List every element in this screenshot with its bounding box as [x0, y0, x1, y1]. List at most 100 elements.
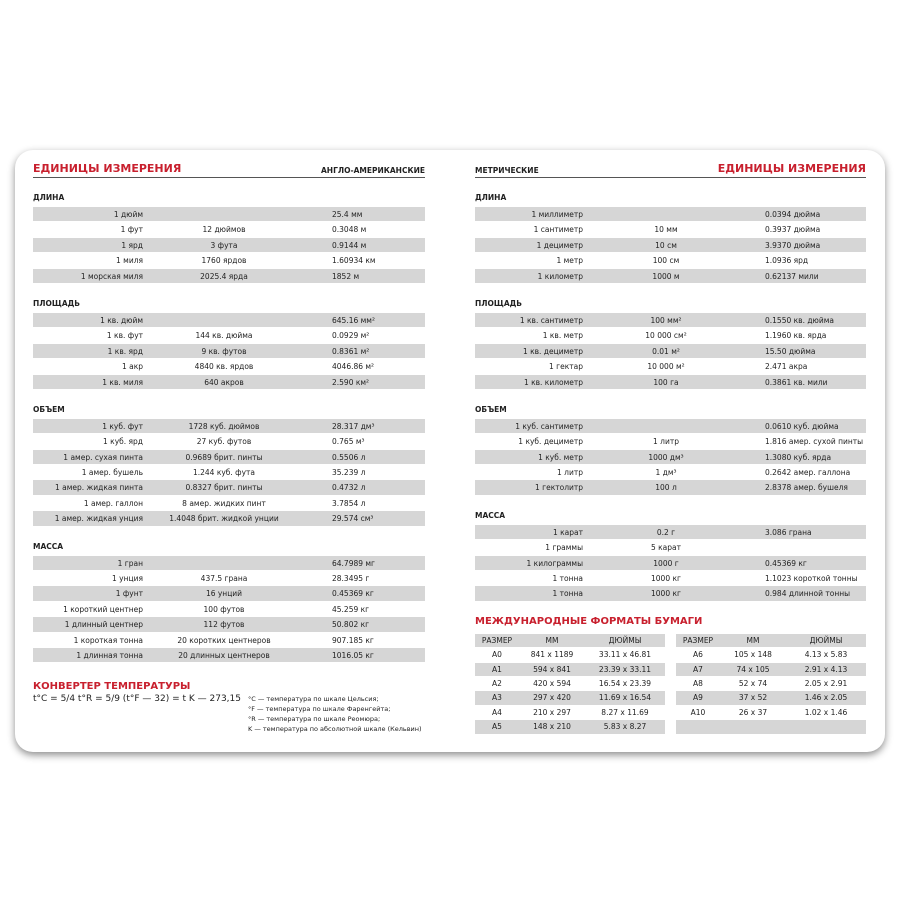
- table-row: 1 метр 100 см 1.0936 ярд: [475, 253, 866, 269]
- table-cell: 4046.86 м²: [332, 362, 375, 372]
- table-cell: 50.802 кг: [332, 620, 370, 630]
- paper-header-cell: РАЗМЕР: [481, 635, 513, 645]
- table-cell: 1 дюйм: [113, 210, 143, 219]
- table-row: 1 кв. миля 640 акров 2.590 км²: [33, 374, 425, 390]
- table-row: 1 километр 1000 м 0.62137 мили: [475, 268, 866, 284]
- table-cell: 1.4048 брит. жидкой унции: [169, 514, 279, 524]
- table-cell: 1.1960 кв. ярда: [765, 331, 827, 341]
- table-row: 1 акр 4840 кв. ярдов 4046.86 м²: [33, 359, 425, 375]
- table-cell: 1 километр: [537, 271, 583, 281]
- table-cell: 1 гектар: [549, 362, 583, 372]
- table-row: 1 сантиметр 10 мм 0.3937 дюйма: [475, 222, 866, 238]
- table-cell: 35.239 л: [332, 468, 366, 478]
- table-row: 1 амер. жидкая унция 1.4048 брит. жидкой …: [33, 511, 425, 527]
- table-cell: 0.2 г: [656, 527, 676, 537]
- section: ОБЪЕМ 1 куб. фут 1728 куб. дюймов 28.317 дм…: [33, 401, 425, 527]
- paper-cell: 8.27 x 11.69: [601, 707, 649, 717]
- right-page: МЕТРИЧЕСКИЕ ЕДИНИЦЫ ИЗМЕРЕНИЯ ДЛИНА 1 мил…: [475, 157, 866, 735]
- table-row: 1 фут 12 дюймов 0.3048 м: [33, 222, 425, 238]
- section: ДЛИНА 1 миллиметр 0.0394 дюйма 1 сантиметр 1…: [475, 189, 866, 284]
- table-row: 1 морская миля 2025.4 ярда 1852 м: [33, 268, 425, 284]
- table-cell: 1 литр: [557, 468, 583, 478]
- page-subtitle: МЕТРИЧЕСКИЕ: [475, 166, 539, 175]
- paper-cell: 33.11 x 46.81: [598, 650, 652, 660]
- table-cell: 3 фута: [210, 240, 238, 250]
- table-cell: 1 морская миля: [80, 271, 143, 281]
- table-cell: 1.1023 короткой тонны: [765, 574, 858, 584]
- paper-cell: 52 x 74: [738, 678, 768, 688]
- paper-cell: 1.02 x 1.46: [804, 707, 848, 717]
- table-cell: 1852 м: [332, 271, 360, 281]
- table-cell: 645.16 мм²: [332, 315, 375, 325]
- paper-cell: 1.46 x 2.05: [804, 693, 848, 703]
- converter-notes: °C — температура по шкале Цельсия; °F — т…: [248, 694, 422, 734]
- table-cell: 437.5 грана: [200, 574, 248, 584]
- table-cell: 16 унций: [205, 589, 243, 599]
- sections: ДЛИНА 1 миллиметр 0.0394 дюйма 1 сантиметр 1…: [475, 189, 866, 602]
- table-cell: 1 дм³: [655, 468, 677, 478]
- table-row: 1 ярд 3 фута 0.9144 м: [33, 237, 425, 254]
- paper-cell: 420 x 594: [533, 678, 571, 688]
- table-cell: 1.816 амер. сухой пинты: [765, 437, 864, 447]
- section: ОБЪЕМ 1 куб. сантиметр 0.0610 куб. дюйма 1 …: [475, 401, 866, 496]
- table-cell: 0.62137 мили: [765, 271, 819, 281]
- paper-row: A0 841 x 1189 33.11 x 46.81: [475, 648, 665, 663]
- table-row: 1 длинная тонна 20 длинных центнеров 1016.…: [33, 647, 425, 664]
- paper-row: A2 420 x 594 16.54 x 23.39: [475, 677, 665, 692]
- table-cell: 1728 куб. дюймов: [188, 421, 260, 431]
- table-cell: 100 га: [653, 377, 679, 387]
- table-cell: 0.1550 кв. дюйма: [765, 315, 834, 325]
- section: ПЛОЩАДЬ 1 кв. сантиметр 100 мм² 0.1550 кв. …: [475, 295, 866, 390]
- table-row: 1 длинный центнер 112 футов 50.802 кг: [33, 617, 425, 633]
- table-cell: 20 длинных центнеров: [178, 650, 270, 660]
- table-row: 1 тонна 1000 кг 0.984 длинной тонны: [475, 586, 866, 602]
- section-title: ДЛИНА: [475, 193, 507, 202]
- table-cell: 4840 кв. ярдов: [194, 362, 254, 372]
- table-cell: 1 тонна: [552, 589, 583, 599]
- table-cell: 1 дециметр: [536, 240, 583, 250]
- paper-row: A7 74 x 105 2.91 x 4.13: [676, 662, 866, 677]
- paper-table: РАЗМЕР ММ ДЮЙМЫ A6 105 x 148 4.13 x 5.83 A7 74 …: [676, 633, 866, 735]
- paper-cell: A1: [492, 664, 502, 674]
- table-cell: 9 кв. футов: [201, 346, 247, 356]
- paper-row: A4 210 x 297 8.27 x 11.69: [475, 706, 665, 721]
- paper-header-cell: ДЮЙМЫ: [608, 635, 642, 645]
- table-cell: 64.7989 мг: [332, 558, 375, 568]
- paper-cell: A5: [492, 722, 502, 732]
- table-cell: 0.0394 дюйма: [765, 210, 821, 219]
- table-cell: 1 короткая тонна: [73, 635, 143, 645]
- table-row: 1 кв. метр 10 000 см² 1.1960 кв. ярда: [475, 328, 866, 344]
- table-cell: 1 тонна: [552, 574, 583, 584]
- table-cell: 1 акр: [121, 362, 143, 372]
- table-cell: 5 карат: [650, 543, 681, 553]
- table-cell: 10 000 м²: [647, 362, 685, 372]
- table-cell: 3.9370 дюйма: [765, 240, 821, 250]
- table-cell: 1 кв. километр: [523, 377, 583, 387]
- table-cell: 1 карат: [552, 527, 583, 537]
- table-cell: 1 гектолитр: [535, 483, 583, 493]
- table-cell: [143, 313, 305, 328]
- table-row: 1 гектолитр 100 л 2.8378 амер. бушеля: [475, 480, 866, 496]
- table-cell: 1 короткий центнер: [63, 604, 143, 614]
- page-header: ЕДИНИЦЫ ИЗМЕРЕНИЯ АНГЛО-АМЕРИКАНСКИЕ: [33, 157, 425, 178]
- paper-row: A8 52 x 74 2.05 x 2.91: [676, 677, 866, 692]
- table-cell: 3.7854 л: [332, 498, 366, 508]
- paper-tables: РАЗМЕР ММ ДЮЙМЫ A0 841 x 1189 33.11 x 46.81 A1…: [475, 633, 866, 735]
- table-row: 1 куб. сантиметр 0.0610 куб. дюйма: [475, 418, 866, 435]
- table-cell: 0.0929 м²: [332, 331, 370, 341]
- page-header: МЕТРИЧЕСКИЕ ЕДИНИЦЫ ИЗМЕРЕНИЯ: [475, 157, 866, 178]
- table-cell: 8 амер. жидких пинт: [182, 498, 266, 508]
- section-title: ОБЪЕМ: [475, 404, 507, 414]
- table-cell: 1.60934 км: [332, 256, 376, 266]
- table-row: 1 унция 437.5 грана 28.3495 г: [33, 571, 425, 587]
- table-row: 1 короткий центнер 100 футов 45.259 кг: [33, 602, 425, 618]
- section-title: ОБЪЕМ: [33, 404, 65, 414]
- paper-cell: 74 x 105: [736, 664, 770, 674]
- section: МАССА 1 гран 64.7989 мг 1 унция 437.5 грана 2…: [33, 538, 425, 664]
- paper-cell: 2.91 x 4.13: [804, 664, 848, 674]
- paper-cell: A7: [693, 664, 703, 674]
- paper-row: A10 26 x 37 1.02 x 1.46: [676, 706, 866, 721]
- table-cell: 1016.05 кг: [332, 650, 374, 660]
- converter-note: °C — температура по шкале Цельсия;: [248, 695, 379, 704]
